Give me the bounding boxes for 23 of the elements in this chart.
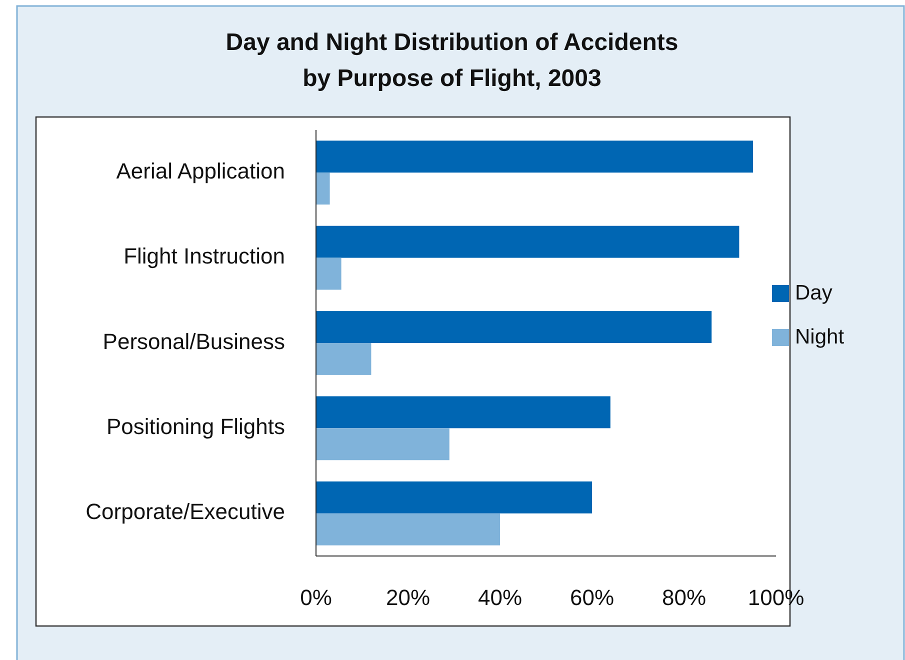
y-tick-label: Personal/Business	[102, 328, 285, 354]
y-tick-label: Positioning Flights	[106, 414, 285, 440]
bar	[316, 226, 740, 258]
y-tick-label: Corporate/Executive	[86, 499, 285, 524]
bar	[316, 140, 753, 173]
bar	[316, 513, 500, 546]
chart-title: Day and Night Distribution of Accidents by Purpose of Flight, 2003	[226, 29, 678, 92]
bar	[316, 172, 330, 205]
bar	[316, 311, 712, 343]
x-tick-label: 40%	[478, 585, 522, 610]
bar	[316, 343, 372, 375]
x-tick-label: 60%	[570, 585, 614, 610]
x-tick-label: 20%	[386, 585, 430, 610]
y-tick-label: Flight Instruction	[124, 244, 285, 269]
x-tick-label: 0%	[300, 585, 332, 610]
x-tick-label: 80%	[662, 585, 706, 610]
bar	[316, 481, 592, 514]
bar	[316, 428, 450, 460]
y-tick-label: Aerial Application	[116, 158, 285, 184]
bar	[316, 396, 610, 428]
legend-label: Day	[795, 282, 833, 305]
legend-label: Night	[795, 326, 844, 349]
bar	[316, 258, 342, 290]
